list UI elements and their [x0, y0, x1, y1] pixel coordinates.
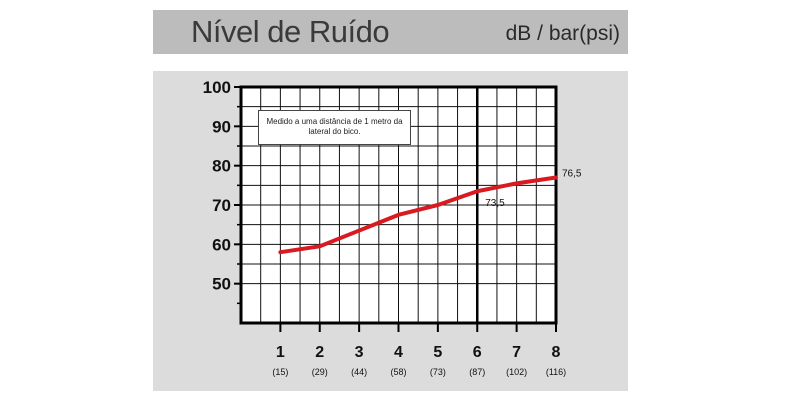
x-tick-label: 3 [355, 344, 364, 361]
series-point [318, 244, 322, 248]
x-sub-label: (102) [506, 367, 527, 377]
chart-units: dB / bar(psi) [505, 22, 620, 45]
x-tick-label: 8 [552, 344, 561, 361]
x-sub-label: (87) [469, 367, 485, 377]
x-tick-label: 1 [276, 344, 285, 361]
x-sub-label: (58) [390, 367, 406, 377]
series-line [278, 175, 558, 255]
x-sub-label: (73) [430, 367, 446, 377]
y-tick-label: 60 [212, 235, 231, 254]
x-tick-label: 2 [315, 344, 324, 361]
y-tick-label: 90 [212, 117, 231, 136]
series-point [436, 203, 440, 207]
x-sub-label: (15) [272, 367, 288, 377]
y-tick-label: 50 [212, 275, 231, 294]
x-tick-label: 6 [473, 344, 482, 361]
x-tick-label: 5 [433, 344, 442, 361]
data-label: 76,5 [562, 168, 582, 179]
y-tick-label: 100 [203, 78, 231, 97]
x-tick-label: 7 [512, 344, 521, 361]
chart-note: Medido a uma distância de 1 metro da lat… [258, 110, 411, 145]
x-sub-label: (29) [312, 367, 328, 377]
x-sub-label: (44) [351, 367, 367, 377]
series-point [357, 229, 361, 233]
data-label: 73,5 [485, 198, 505, 209]
y-tick-label: 80 [212, 157, 231, 176]
series-point [554, 175, 558, 179]
chart-title: Nível de Ruído [191, 14, 390, 49]
chart-header: Nível de Ruído dB / bar(psi) [153, 10, 628, 54]
series-point [475, 189, 479, 193]
x-sub-label: (116) [546, 367, 566, 377]
series-point [397, 213, 400, 217]
series-point [515, 181, 519, 185]
series-point [278, 250, 282, 254]
x-tick-label: 4 [394, 344, 403, 361]
y-tick-label: 70 [212, 196, 231, 215]
